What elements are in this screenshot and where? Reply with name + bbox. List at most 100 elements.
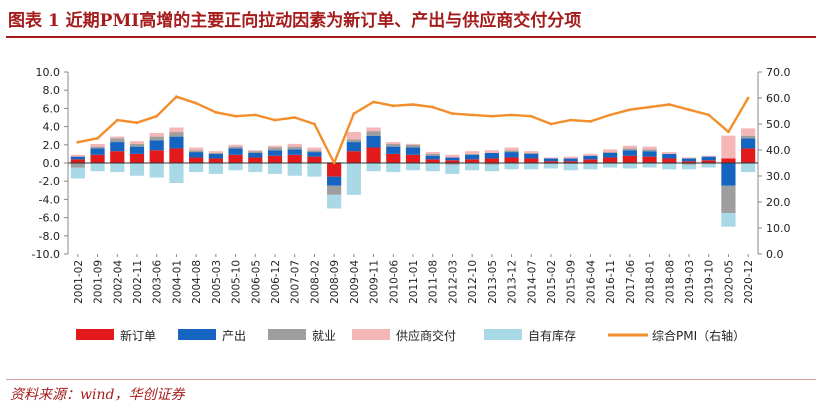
bar-employment: [129, 143, 145, 147]
x-tick-label: 2017-06: [625, 260, 637, 304]
bar-inventory: [524, 163, 539, 170]
chart-title-bar: 图表 1 近期PMI高增的主要正向拉动因素为新订单、产出与供应商交付分项: [0, 0, 822, 40]
bar-new-orders: [287, 154, 302, 163]
bar-employment: [642, 149, 657, 152]
bar-new-orders: [681, 161, 697, 163]
bar-new-orders: [228, 154, 243, 163]
bar-inventory: [583, 163, 598, 170]
bar-inventory: [405, 163, 421, 171]
left-tick-label: 2.0: [43, 139, 61, 152]
bar-employment: [721, 185, 736, 214]
bar-supplier-delivery: [583, 153, 598, 156]
bar-output: [425, 155, 440, 160]
bar-employment: [405, 144, 421, 148]
bar-supplier-delivery: [386, 142, 401, 144]
bar-supplier-delivery: [405, 143, 421, 145]
bar-employment: [484, 163, 499, 165]
bar-employment: [386, 143, 401, 147]
bar-supplier-delivery: [543, 157, 559, 159]
pmi-point: [451, 112, 454, 115]
bar-output: [465, 154, 480, 160]
bar-output: [228, 148, 243, 155]
left-tick-label: 4.0: [43, 121, 61, 134]
bar-new-orders: [267, 155, 283, 163]
bar-inventory: [327, 194, 342, 209]
bar-supplier-delivery: [425, 152, 440, 154]
legend-swatch: [352, 329, 390, 340]
bar-new-orders: [543, 161, 559, 163]
x-tick-label: 2015-09: [566, 260, 578, 304]
legend-swatch: [76, 329, 114, 340]
x-tick-label: 2006-12: [270, 260, 282, 304]
bar-output: [662, 153, 677, 159]
bar-supplier-delivery: [189, 147, 204, 151]
bar-new-orders: [90, 154, 105, 163]
pmi-point: [687, 108, 691, 112]
pmi-point: [510, 113, 513, 117]
bar-supplier-delivery: [169, 127, 184, 133]
bar-output: [484, 152, 499, 159]
bar-new-orders: [386, 153, 401, 163]
x-tick-label: 2008-09: [329, 260, 341, 304]
pmi-point: [628, 108, 632, 112]
bar-employment: [248, 151, 263, 153]
bar-new-orders: [583, 159, 598, 163]
left-tick-label: 0.0: [43, 157, 61, 170]
pmi-point: [490, 114, 494, 118]
bar-new-orders: [327, 163, 342, 177]
bar-output: [642, 151, 657, 157]
bar-new-orders: [189, 157, 204, 163]
legend-label: 就业: [312, 329, 336, 343]
bar-new-orders: [425, 159, 440, 163]
bar-new-orders: [721, 158, 736, 163]
bar-output: [445, 157, 460, 161]
left-tick-label: 6.0: [43, 102, 61, 115]
pmi-point: [115, 118, 119, 122]
bar-employment: [110, 138, 125, 143]
source-note: 资料来源：wind，华创证券: [10, 387, 185, 403]
bar-supplier-delivery: [741, 128, 756, 136]
pmi-point: [411, 103, 415, 106]
pmi-point: [175, 95, 178, 99]
bar-output: [267, 150, 283, 156]
bar-employment: [267, 147, 283, 151]
pmi-point: [727, 130, 730, 134]
bar-inventory: [228, 163, 243, 171]
right-tick-label: 70.0: [766, 66, 791, 79]
pmi-point: [746, 96, 750, 100]
bar-output: [603, 152, 618, 158]
bar-output: [741, 138, 756, 149]
bar-employment: [425, 153, 440, 156]
right-tick-label: 30.0: [766, 170, 791, 183]
x-tick-label: 2018-01: [645, 260, 657, 304]
right-tick-label: 10.0: [766, 222, 791, 235]
bar-inventory: [169, 163, 184, 184]
pmi-point: [648, 105, 651, 109]
pmi-point: [352, 112, 356, 115]
bar-supplier-delivery: [267, 145, 283, 148]
x-tick-label: 2011-08: [428, 260, 440, 304]
bar-supplier-delivery: [642, 146, 657, 150]
bar-inventory: [603, 163, 618, 168]
bar-supplier-delivery: [445, 154, 460, 158]
bar-inventory: [129, 163, 145, 176]
pmi-contribution-chart: 10.0 8.0 6.0 4.0 2.0 0.0 -2.0 -4.0 -6.0 -8.0 -10.0…: [32, 66, 791, 343]
bar-output: [346, 142, 361, 152]
bar-output: [287, 149, 302, 155]
bar-new-orders: [208, 158, 223, 163]
legend-label: 新订单: [120, 328, 156, 343]
x-tick-label: 2014-07: [526, 260, 538, 304]
bar-new-orders: [662, 158, 677, 163]
bar-output: [366, 135, 381, 148]
bar-employment: [327, 185, 342, 195]
bar-employment: [90, 146, 105, 149]
bar-new-orders: [465, 159, 480, 163]
bar-output: [504, 152, 519, 158]
bar-output: [721, 163, 736, 186]
bar-supplier-delivery: [248, 150, 263, 152]
left-tick-label: -4.0: [39, 193, 60, 206]
legend-label: 综合PMI（右轴）: [652, 328, 745, 343]
pmi-point: [470, 113, 474, 117]
bar-employment: [504, 150, 519, 153]
bar-supplier-delivery: [603, 149, 618, 153]
